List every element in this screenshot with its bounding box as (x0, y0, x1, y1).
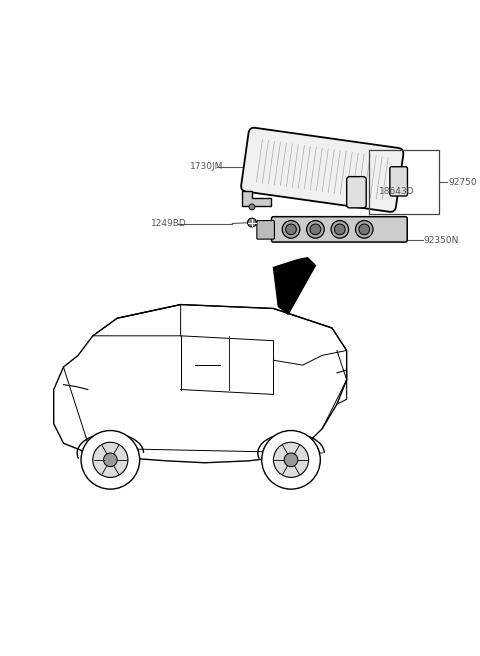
FancyBboxPatch shape (241, 128, 403, 212)
Circle shape (248, 218, 256, 227)
Circle shape (262, 430, 320, 489)
Text: 18643D: 18643D (379, 187, 414, 195)
Circle shape (307, 220, 324, 238)
Text: 1249BD: 1249BD (151, 219, 187, 228)
Circle shape (284, 453, 298, 466)
Circle shape (249, 204, 255, 210)
Circle shape (93, 442, 128, 478)
Circle shape (331, 220, 348, 238)
Circle shape (356, 220, 373, 238)
Polygon shape (242, 192, 272, 206)
FancyBboxPatch shape (257, 220, 275, 239)
Circle shape (282, 220, 300, 238)
FancyBboxPatch shape (390, 167, 408, 196)
Text: 92750: 92750 (448, 178, 477, 186)
Text: 92350N: 92350N (424, 236, 459, 245)
Text: 1730JM: 1730JM (191, 163, 224, 171)
Circle shape (274, 442, 309, 478)
Polygon shape (54, 304, 347, 462)
Circle shape (104, 453, 117, 466)
Circle shape (359, 224, 370, 235)
Polygon shape (274, 258, 315, 314)
FancyBboxPatch shape (272, 216, 407, 242)
FancyBboxPatch shape (347, 176, 366, 208)
Circle shape (310, 224, 321, 235)
Circle shape (81, 430, 140, 489)
Circle shape (286, 224, 296, 235)
Circle shape (335, 224, 345, 235)
